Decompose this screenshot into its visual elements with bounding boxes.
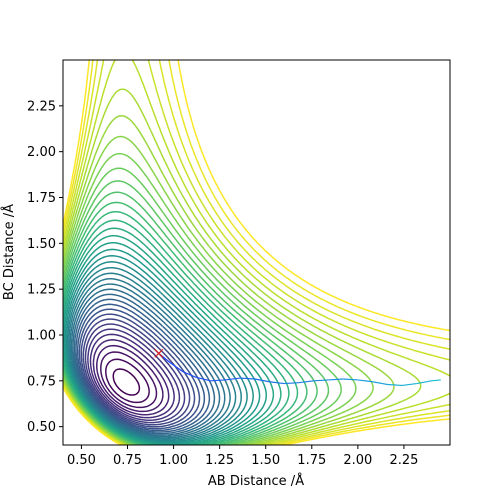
contour-lines bbox=[63, 60, 450, 445]
trajectory-segment bbox=[402, 382, 417, 387]
trajectory-segment bbox=[387, 383, 403, 387]
contour-level-line bbox=[76, 303, 206, 432]
trajectory-segment bbox=[416, 380, 432, 385]
contour-level-line bbox=[63, 60, 450, 445]
x-tick-label: 0.50 bbox=[67, 453, 96, 468]
y-axis-label: BC Distance /Å bbox=[1, 204, 17, 300]
contour-level-line bbox=[78, 308, 201, 430]
contour-level-line bbox=[66, 266, 242, 442]
x-tick-label: 1.50 bbox=[251, 453, 280, 468]
contour-level-line bbox=[92, 339, 170, 416]
contour-level-line bbox=[72, 288, 221, 436]
start-marker-stroke bbox=[154, 348, 164, 358]
trajectory-segment bbox=[169, 362, 184, 373]
y-tick-label: 2.25 bbox=[27, 99, 56, 114]
y-tick-label: 0.50 bbox=[27, 420, 56, 435]
trajectory-segment bbox=[431, 379, 441, 382]
contour-level-line bbox=[80, 313, 196, 428]
trajectory-segment bbox=[239, 377, 255, 380]
contour-level-line bbox=[89, 333, 175, 419]
plot-frame bbox=[62, 59, 451, 446]
contour-level-line bbox=[100, 351, 158, 409]
x-tick-label: 1.25 bbox=[205, 453, 234, 468]
y-tick-label: 1.50 bbox=[27, 237, 56, 252]
contour-level-line bbox=[69, 278, 231, 439]
y-tick-label: 1.00 bbox=[27, 329, 56, 344]
x-tick-label: 2.25 bbox=[389, 453, 418, 468]
contour-level-line bbox=[96, 344, 164, 413]
trajectory-segment bbox=[210, 379, 226, 382]
contour-level-line bbox=[65, 261, 248, 443]
y-tick-label: 0.75 bbox=[27, 374, 56, 389]
contour-level-line bbox=[112, 368, 141, 396]
y-tick-label: 1.25 bbox=[27, 283, 56, 298]
y-tick-label: 1.75 bbox=[27, 191, 56, 206]
contour-level-line bbox=[70, 283, 226, 438]
trajectory-segment bbox=[313, 379, 329, 382]
trajectory-segment bbox=[182, 371, 196, 378]
x-tick-label: 1.00 bbox=[159, 453, 188, 468]
x-tick-label: 2.00 bbox=[343, 453, 372, 468]
trajectory-segment bbox=[195, 376, 211, 382]
x-tick-label: 1.75 bbox=[297, 453, 326, 468]
contour-level-line bbox=[73, 293, 216, 435]
contour-level-line bbox=[82, 318, 191, 426]
trajectory-segment bbox=[225, 377, 240, 381]
y-axis-ticks: 0.50 0.75 1.00 1.25 1.50 1.75 2.00 2.25 bbox=[27, 99, 63, 435]
trajectory-segment bbox=[254, 378, 270, 383]
trajectory-segment bbox=[269, 381, 285, 385]
x-axis-ticks: 0.50 0.75 1.00 1.25 1.50 1.75 2.00 2.25 bbox=[67, 445, 418, 468]
x-tick-label: 0.75 bbox=[113, 453, 142, 468]
contour-level-line bbox=[87, 328, 181, 421]
trajectory-segment bbox=[284, 382, 299, 385]
trajectory-segment bbox=[372, 381, 388, 386]
trajectory-segment bbox=[298, 380, 314, 384]
contour-level-line bbox=[105, 358, 150, 404]
trajectory-segment bbox=[343, 378, 358, 381]
contour-level-line bbox=[68, 272, 237, 440]
trajectory-segment bbox=[357, 379, 373, 383]
start-marker bbox=[154, 348, 164, 358]
y-tick-label: 2.00 bbox=[27, 145, 56, 160]
contour-level-line bbox=[75, 298, 211, 433]
contour-level-line bbox=[63, 242, 268, 445]
x-axis-label: AB Distance /Å bbox=[208, 473, 304, 489]
trajectory-segment bbox=[328, 378, 344, 381]
